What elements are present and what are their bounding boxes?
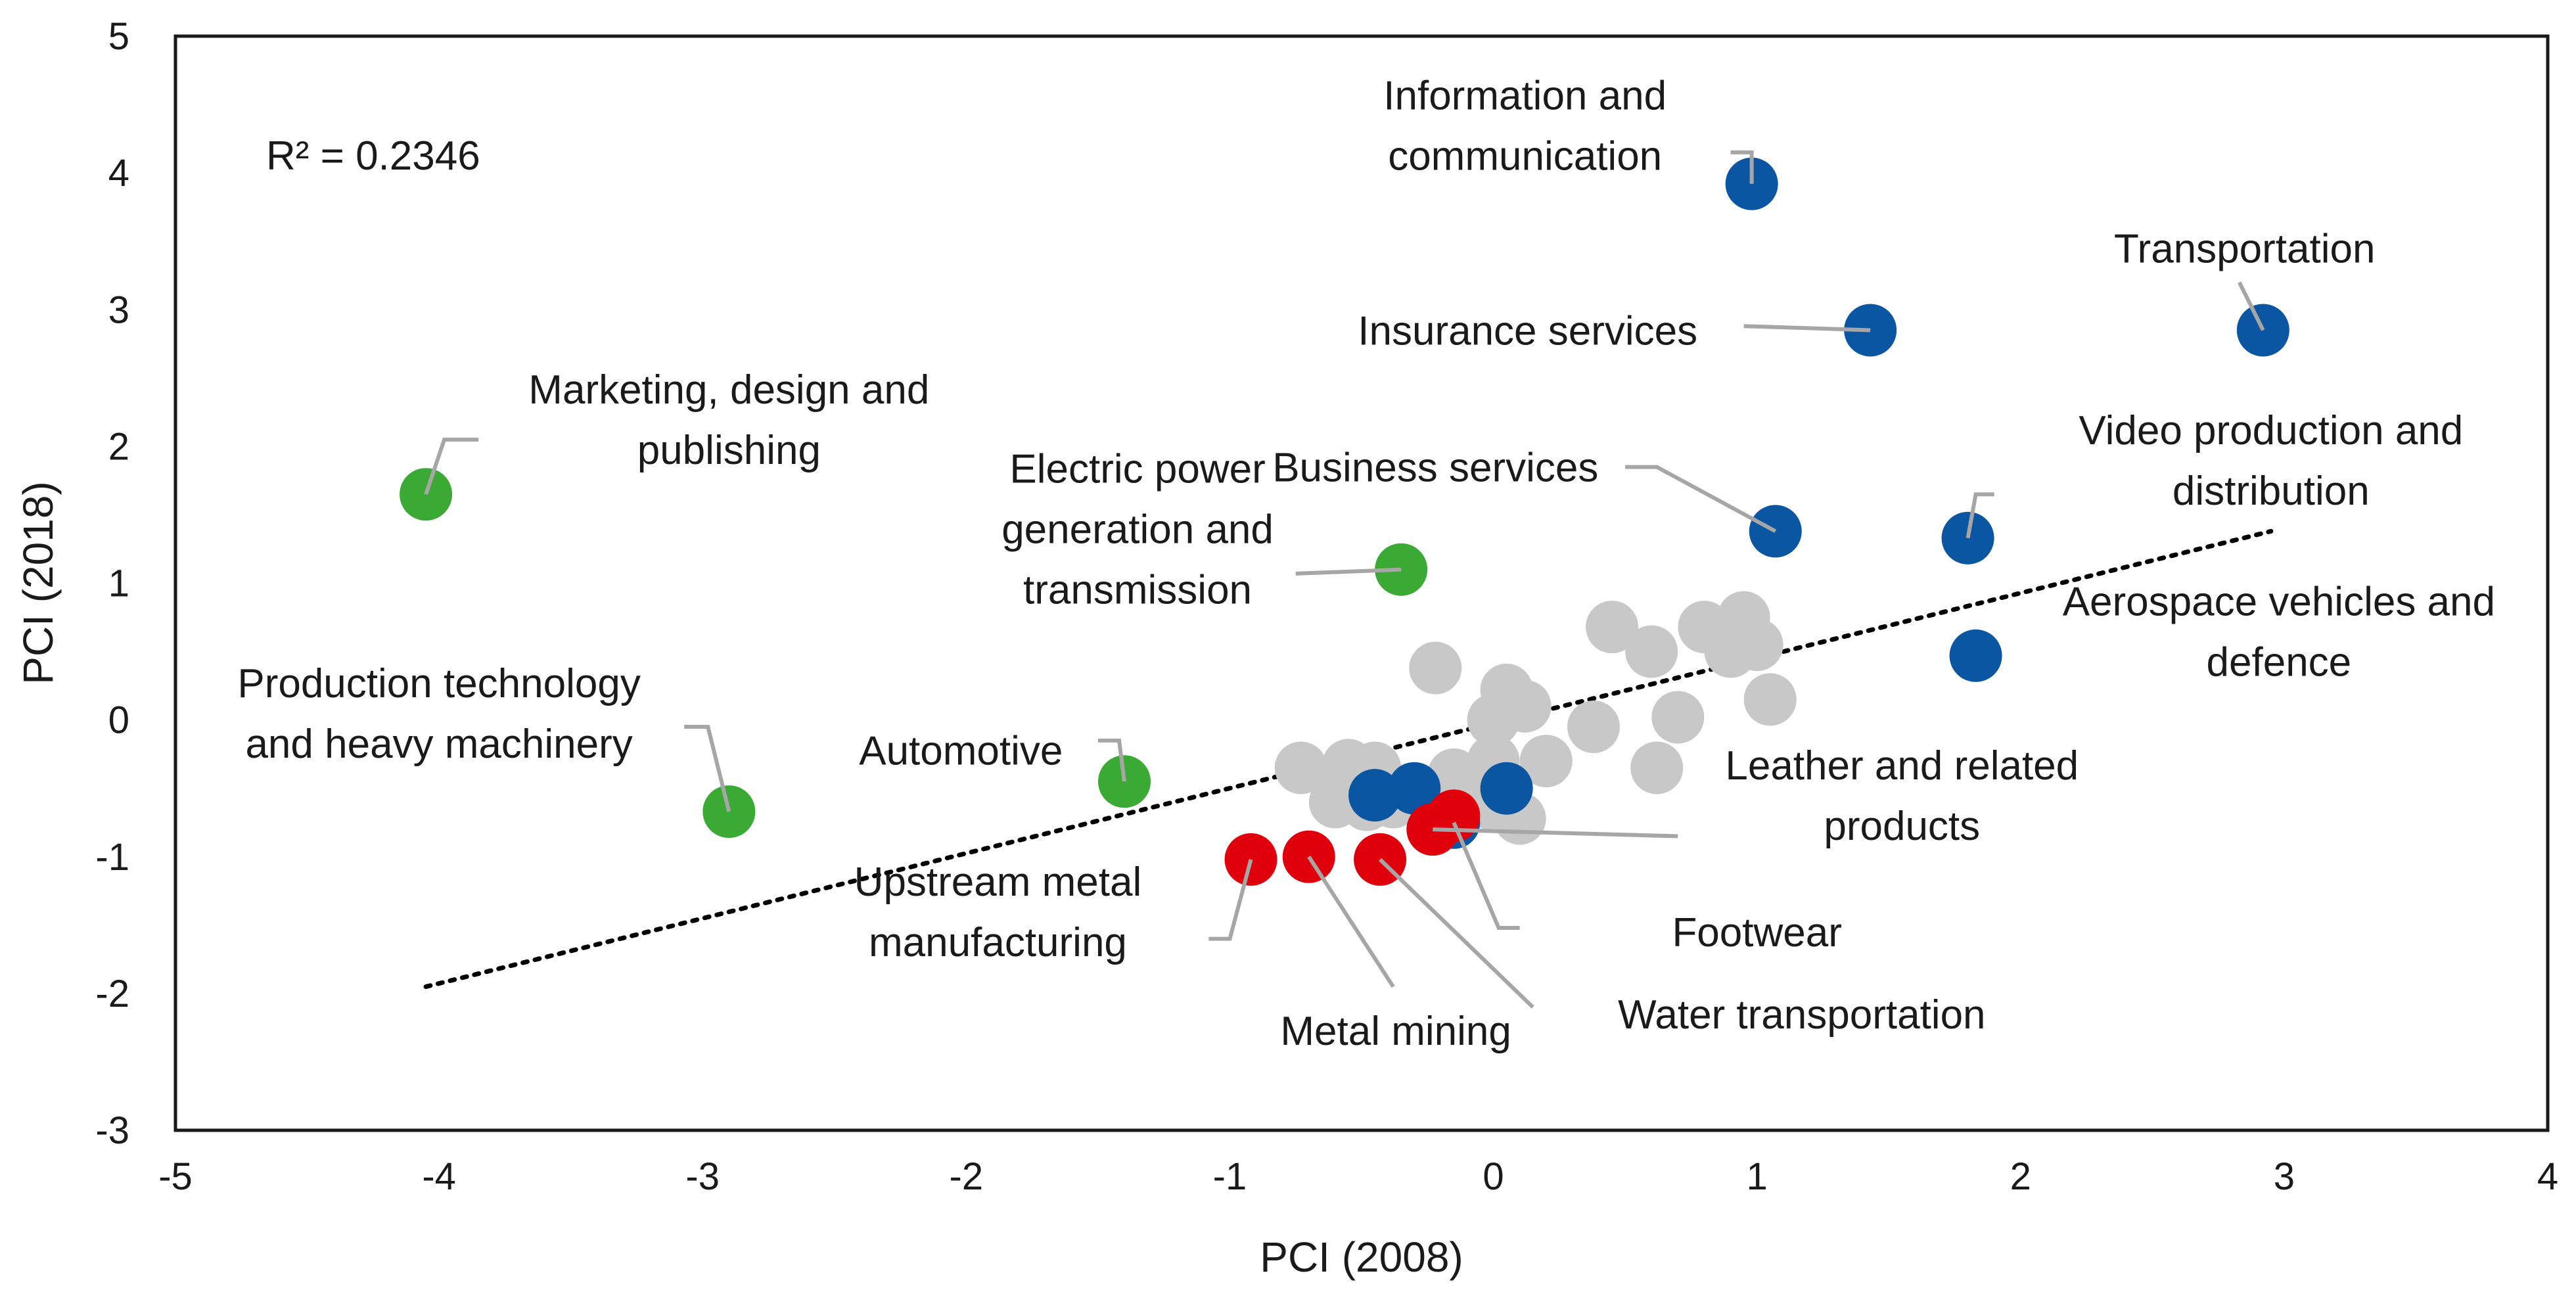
annotation-label-line: Production technology [237,661,641,706]
annotation-labels: Information and communication Insurance se… [237,73,2495,1054]
gray-data-point [1467,693,1520,747]
annotation-label: Leather and related products [1725,743,2079,849]
annotation-label: Video production and distribution [2079,408,2463,514]
y-tick-label: 1 [108,563,129,605]
x-tick-label: 2 [2010,1155,2031,1198]
annotation-label-line: Insurance services [1358,308,1697,354]
y-tick-label: -2 [95,973,129,1015]
x-tick-label: 0 [1483,1155,1504,1198]
annotation-label-line: Transportation [2114,227,2375,272]
x-tick-label: -4 [422,1155,456,1198]
annotation-leader-line [1295,567,1402,576]
x-tick-label: 1 [1747,1155,1768,1198]
annotation-label: Water transportation [1618,992,1985,1038]
blue-data-point [1949,629,2002,682]
blue-data-point [1348,769,1402,822]
gray-data-point [1274,741,1327,794]
annotation-label-line: and heavy machinery [245,722,632,767]
y-tick-label: 4 [108,152,129,195]
annotation-label: Transportation [2114,227,2375,272]
gray-data-point [1743,673,1797,726]
y-tick-label: 2 [108,425,129,468]
gray-data-point [1519,735,1573,788]
gray-data-point [1730,618,1783,672]
annotation-label-line: Video production and [2079,408,2463,453]
annotation-label: Aerospace vehicles and defence [2063,579,2495,685]
y-tick-label: 5 [108,15,129,58]
annotation-leader-line [424,437,479,495]
annotation-label-line: publishing [637,428,821,473]
gray-data-point [1651,691,1705,744]
blue-data-point [1388,762,1441,815]
annotation-leader-line [1307,856,1395,988]
gray-data-point [1427,748,1481,801]
annotation-label-line: transmission [1023,567,1252,612]
annotation-leader-line [1730,150,1754,184]
red-data-point [1427,789,1481,842]
annotation-label: Upstream metal manufacturing [854,860,1142,965]
annotation-label-line: Business services [1272,446,1598,491]
annotation-leader-line [1743,324,1871,333]
y-tick-label: -3 [95,1109,129,1152]
annotation-leader-line [1433,827,1678,839]
y-tick-label: 0 [108,699,129,742]
annotation-label-line: products [1824,804,1980,849]
gray-data-point [1625,625,1678,678]
annotation-label-line: communication [1388,133,1662,179]
x-tick-label: 3 [2274,1155,2295,1198]
annotation-leader-line [1452,821,1520,930]
annotation-label-line: manufacturing [869,920,1127,965]
annotation-label-line: Leather and related [1725,743,2079,789]
annotation-leader-line [1208,859,1253,941]
gray-data-point [1630,741,1684,794]
x-tick-label: -1 [1213,1155,1247,1198]
annotation-label-line: Water transportation [1618,992,1985,1038]
annotation-label-line: Aerospace vehicles and [2063,579,2495,624]
annotation-label: Footwear [1672,910,1841,955]
r-squared-label: R² = 0.2346 [266,133,480,179]
annotation-label: Metal mining [1280,1009,1511,1054]
annotation-label: Business services [1272,446,1598,491]
annotation-label: Marketing, design and publishing [528,367,929,473]
annotation-label-line: Automotive [859,728,1063,773]
annotation-leader-line [1625,465,1777,534]
annotation-label-line: Metal mining [1280,1009,1511,1054]
gray-data-point [1586,601,1639,654]
annotation-label: Production technology and heavy machinery [237,661,641,767]
blue-data-point [1480,762,1533,815]
x-tick-label: 4 [2537,1155,2558,1198]
annotation-label-line: Marketing, design and [528,367,929,413]
y-axis-title: PCI (2018) [14,481,62,684]
y-tick-label: -1 [95,836,129,879]
x-axis-title: PCI (2008) [1260,1233,1463,1281]
annotation-label-line: distribution [2173,469,2370,514]
annotation-leader-line [2238,281,2265,331]
annotation-leader-line [1097,738,1126,782]
gray-data-point [1567,701,1620,754]
annotation-leaders [424,150,2265,1009]
annotation-label-line: Footwear [1672,910,1841,955]
annotation-label: Insurance services [1358,308,1697,354]
annotation-label-line: Electric power [1009,446,1265,492]
x-tick-label: -3 [685,1155,720,1198]
annotation-label-line: Upstream metal [854,860,1142,905]
annotation-leader-line [1378,858,1534,1009]
annotation-label: Information and communication [1383,73,1667,179]
annotation-label-line: Information and [1383,73,1667,118]
axis-ticks: -5 -4 -3 -2 -1 0 1 2 3 4 -3 -2 -1 0 1 2 3 4 5 [95,15,2558,1198]
annotation-label: Electric power generation and transmission [1001,446,1274,612]
annotation-label-line: defence [2207,639,2352,685]
gray-data-point [1409,641,1462,695]
annotation-label-line: generation and [1001,507,1274,552]
plot-area [173,34,2550,1132]
annotation-leader-line [684,725,731,812]
x-tick-label: -5 [158,1155,193,1198]
annotation-leader-line [1966,492,1994,539]
y-tick-label: 3 [108,288,129,331]
x-tick-label: -2 [950,1155,984,1198]
annotation-label: Automotive [859,728,1063,773]
